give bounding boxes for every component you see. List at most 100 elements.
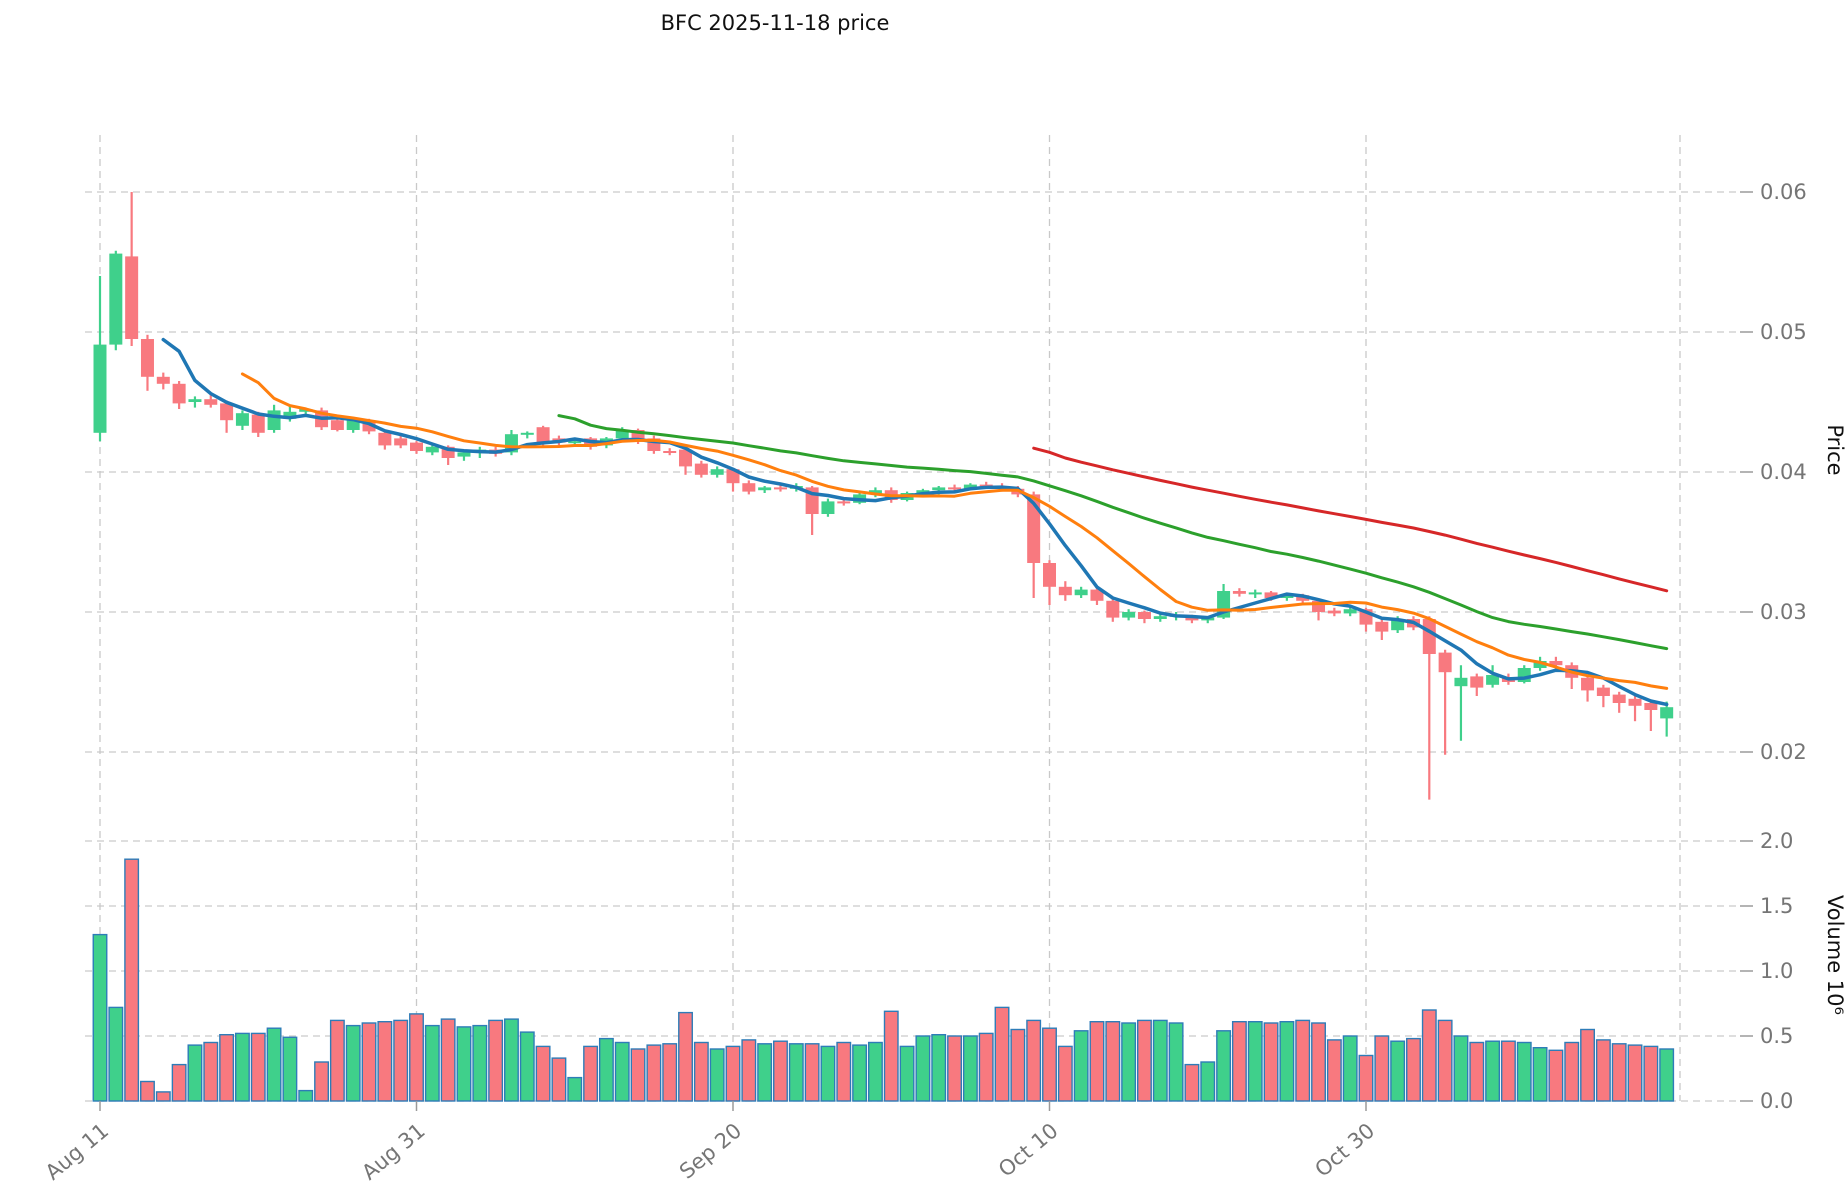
candle-body (1327, 610, 1341, 614)
volume-bar (1564, 1041, 1580, 1102)
candle-body (1644, 703, 1658, 710)
candle-body (283, 411, 297, 419)
volume-bar (820, 1045, 836, 1102)
volume-bar (1437, 1019, 1453, 1102)
candle-body (1549, 661, 1563, 666)
candle-body (1296, 595, 1310, 601)
volume-bar (646, 1044, 662, 1102)
candle-body (1375, 621, 1389, 632)
candle-body (1106, 600, 1120, 618)
volume-bar (1485, 1040, 1501, 1102)
candle-body (188, 399, 202, 402)
candle-body (679, 449, 693, 467)
candle-body (235, 413, 249, 426)
volume-bar (1279, 1021, 1295, 1102)
candle-body (156, 376, 170, 384)
volume-bar (757, 1043, 773, 1102)
volume-bar (488, 1019, 504, 1102)
price-tick-label: 0.03 (1760, 600, 1807, 624)
candle-body (1628, 698, 1642, 706)
volume-bar (456, 1026, 472, 1102)
volume-bar (836, 1041, 852, 1102)
volume-bar (1326, 1039, 1342, 1102)
candle-body (979, 484, 993, 487)
moving-average-lines (161, 337, 1669, 707)
volume-bar (266, 1027, 282, 1102)
chart-title: BFC 2025-11-18 price (661, 11, 890, 35)
volume-tick-label: 2.0 (1760, 829, 1793, 853)
volume-bar (1500, 1040, 1516, 1102)
volume-bar (947, 1035, 962, 1102)
candle-body (758, 487, 772, 491)
candle-body (109, 253, 123, 345)
volume-bar (978, 1032, 994, 1102)
candle-body (425, 446, 439, 453)
candle-body (694, 463, 708, 475)
volume-bar (741, 1039, 757, 1102)
volume-bar (1469, 1041, 1485, 1102)
volume-bar (1168, 1022, 1184, 1102)
candle-body (378, 432, 392, 446)
candle-body (204, 399, 218, 405)
candle-body (868, 490, 882, 495)
volume-bar (314, 1061, 329, 1102)
volume-bar (709, 1048, 725, 1102)
volume-bar (1532, 1046, 1548, 1102)
volume-bar (804, 1043, 820, 1102)
volume-bar (1105, 1021, 1121, 1102)
price-tick-label: 0.05 (1760, 320, 1807, 344)
volume-bar (915, 1035, 931, 1102)
volume-bar (1643, 1045, 1659, 1102)
volume-bar (1611, 1043, 1627, 1102)
candle-body (1232, 591, 1246, 594)
candle-body (346, 420, 360, 430)
volume-bar (1295, 1019, 1311, 1102)
volume-bar (962, 1035, 978, 1102)
ma-line-30 (557, 414, 1669, 651)
candle-body (1422, 619, 1436, 654)
volume-bar (1421, 1009, 1437, 1102)
candle-body (1122, 612, 1136, 618)
candle-body (125, 256, 139, 339)
date-tick-label: Oct 30 (1310, 1118, 1379, 1181)
candle-body (663, 451, 677, 453)
volume-bar (124, 858, 140, 1102)
volume-bar (614, 1041, 630, 1102)
volume-axis-title: Volume 10⁶ (1823, 895, 1847, 1015)
candle-body (1454, 677, 1468, 687)
axis-ticks-and-labels: 0.06 0.05 0.04 0.03 0.02 2.0 1.5 1.0 0.5 0.0 Aug 1… (41, 180, 1807, 1185)
candle-body (773, 487, 787, 490)
candle-body (410, 442, 423, 451)
volume-bar (345, 1024, 361, 1102)
volume-bar (1200, 1061, 1216, 1102)
candle-body (963, 484, 977, 489)
volume-bar (1121, 1022, 1137, 1102)
candle-body (1137, 612, 1151, 619)
price-tick-label: 0.02 (1760, 740, 1807, 764)
volume-bar (899, 1045, 915, 1102)
candle-body (1533, 661, 1547, 668)
date-tick-label: Aug 31 (357, 1118, 429, 1184)
candle-body (1058, 586, 1072, 596)
volume-bar (693, 1041, 709, 1102)
volume-bar (1247, 1021, 1263, 1102)
volume-bar (1026, 1019, 1042, 1102)
volume-bar (1089, 1021, 1105, 1102)
volume-bar (203, 1041, 219, 1102)
volume-bar (282, 1036, 298, 1102)
volume-bar (1390, 1040, 1406, 1102)
volume-bar (519, 1031, 535, 1102)
candle-body (1612, 694, 1626, 703)
volume-bar (883, 1010, 899, 1102)
volume-bar (678, 1011, 693, 1102)
candle-body (362, 421, 376, 432)
volume-bar (1595, 1039, 1611, 1102)
candle-body (916, 490, 930, 493)
volume-bar (662, 1043, 678, 1102)
candle-body (568, 441, 582, 444)
candle-body (251, 414, 265, 433)
volume-bar (1580, 1028, 1596, 1102)
volume-bar (583, 1045, 599, 1102)
